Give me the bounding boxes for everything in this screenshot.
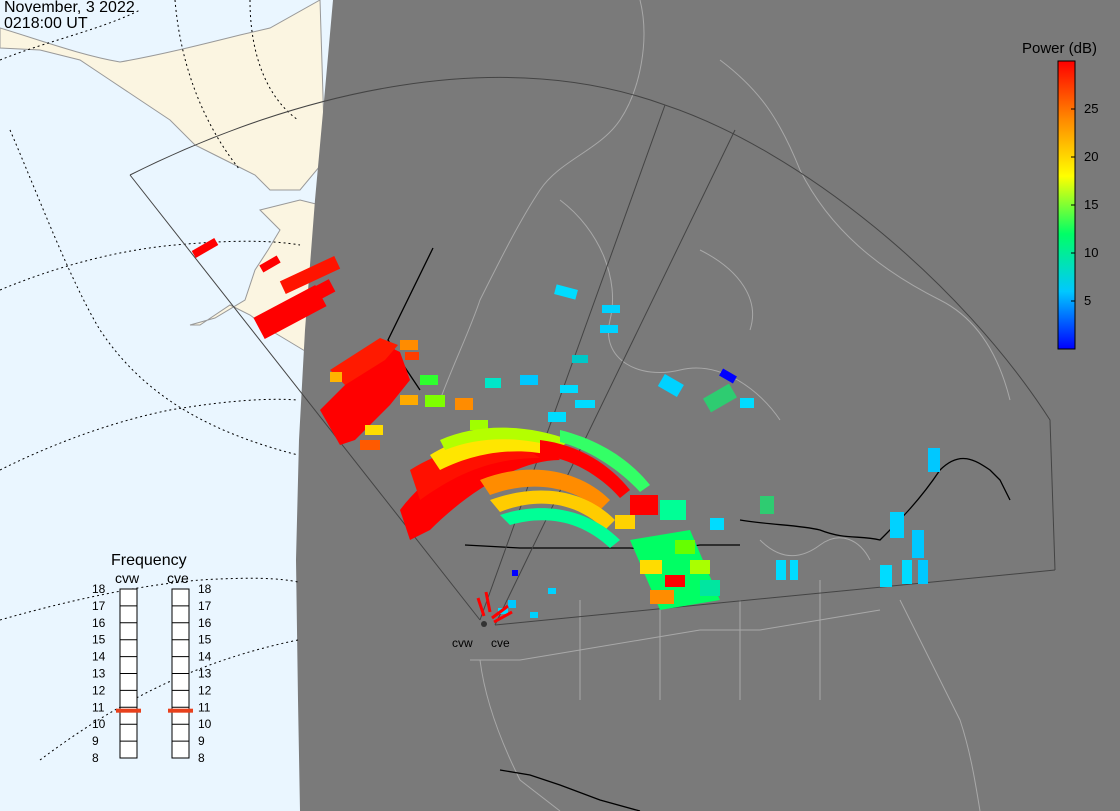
frequency-tick-label: 14	[198, 650, 212, 664]
frequency-tick-label: 12	[198, 683, 212, 697]
frequency-scale-labels: 18 18 17 17 16 16 15 15 14 14 13 13 12 12 11 11 10 10 9 9 8 8	[92, 582, 212, 765]
colorbar-title: Power (dB)	[1022, 40, 1098, 57]
graticule	[0, 0, 301, 761]
frequency-tick-label: 18	[92, 582, 106, 596]
date-text: November, 3 2022	[4, 0, 135, 16]
colorbar-tick-label: 20	[1084, 149, 1099, 164]
frequency-indicator-cvw	[116, 708, 141, 713]
daylit-land	[0, 0, 326, 191]
borders	[387, 247, 1011, 811]
frequency-indicator-cve	[168, 708, 193, 713]
frequency-tick-label: 13	[198, 667, 212, 681]
colorbar-tick-label: 15	[1084, 197, 1099, 212]
coastlines	[439, 0, 1011, 811]
frequency-tick-label: 9	[198, 734, 205, 748]
frequency-tick-label: 13	[92, 667, 106, 681]
frequency-tick-label: 10	[198, 717, 212, 731]
frequency-tick-label: 9	[92, 734, 99, 748]
frequency-tick-label: 17	[198, 599, 212, 613]
frequency-tick-label: 16	[198, 616, 212, 630]
timestamp-header: November, 3 2022 0218:00 UT	[4, 0, 135, 32]
station-label-cve: cve	[491, 636, 510, 650]
colorbar-tick-label: 5	[1084, 293, 1092, 308]
frequency-tick-label: 12	[92, 683, 106, 697]
radar-site-marker	[481, 621, 487, 627]
frequency-tick-label: 15	[92, 633, 106, 647]
frequency-tick-label: 14	[92, 650, 106, 664]
colorbar-tick-marks	[1071, 108, 1075, 302]
frequency-indicators	[116, 708, 193, 713]
station-label-cvw: cvw	[452, 636, 473, 650]
frequency-tick-label: 8	[92, 751, 99, 765]
frequency-scale	[119, 588, 190, 759]
backscatter-echoes	[191, 238, 940, 624]
frequency-tick-label: 11	[92, 700, 105, 714]
frequency-radar-cve: cve	[167, 570, 189, 586]
colorbar-tick-label: 10	[1084, 245, 1099, 260]
fov-outline	[129, 77, 1056, 626]
frequency-tick-label: 16	[92, 616, 106, 630]
frequency-radar-cvw: cvw	[115, 570, 140, 586]
colorbar-tick-label: 25	[1084, 101, 1099, 116]
frequency-tick-label: 17	[92, 599, 106, 613]
frequency-tick-label: 15	[198, 633, 212, 647]
time-text: 0218:00 UT	[4, 15, 88, 32]
frequency-tick-label: 10	[92, 717, 106, 731]
frequency-tick-label: 11	[198, 700, 211, 714]
frequency-panel-title: Frequency	[111, 552, 187, 569]
frequency-tick-label: 8	[198, 751, 205, 765]
frequency-tick-label: 18	[198, 582, 212, 596]
